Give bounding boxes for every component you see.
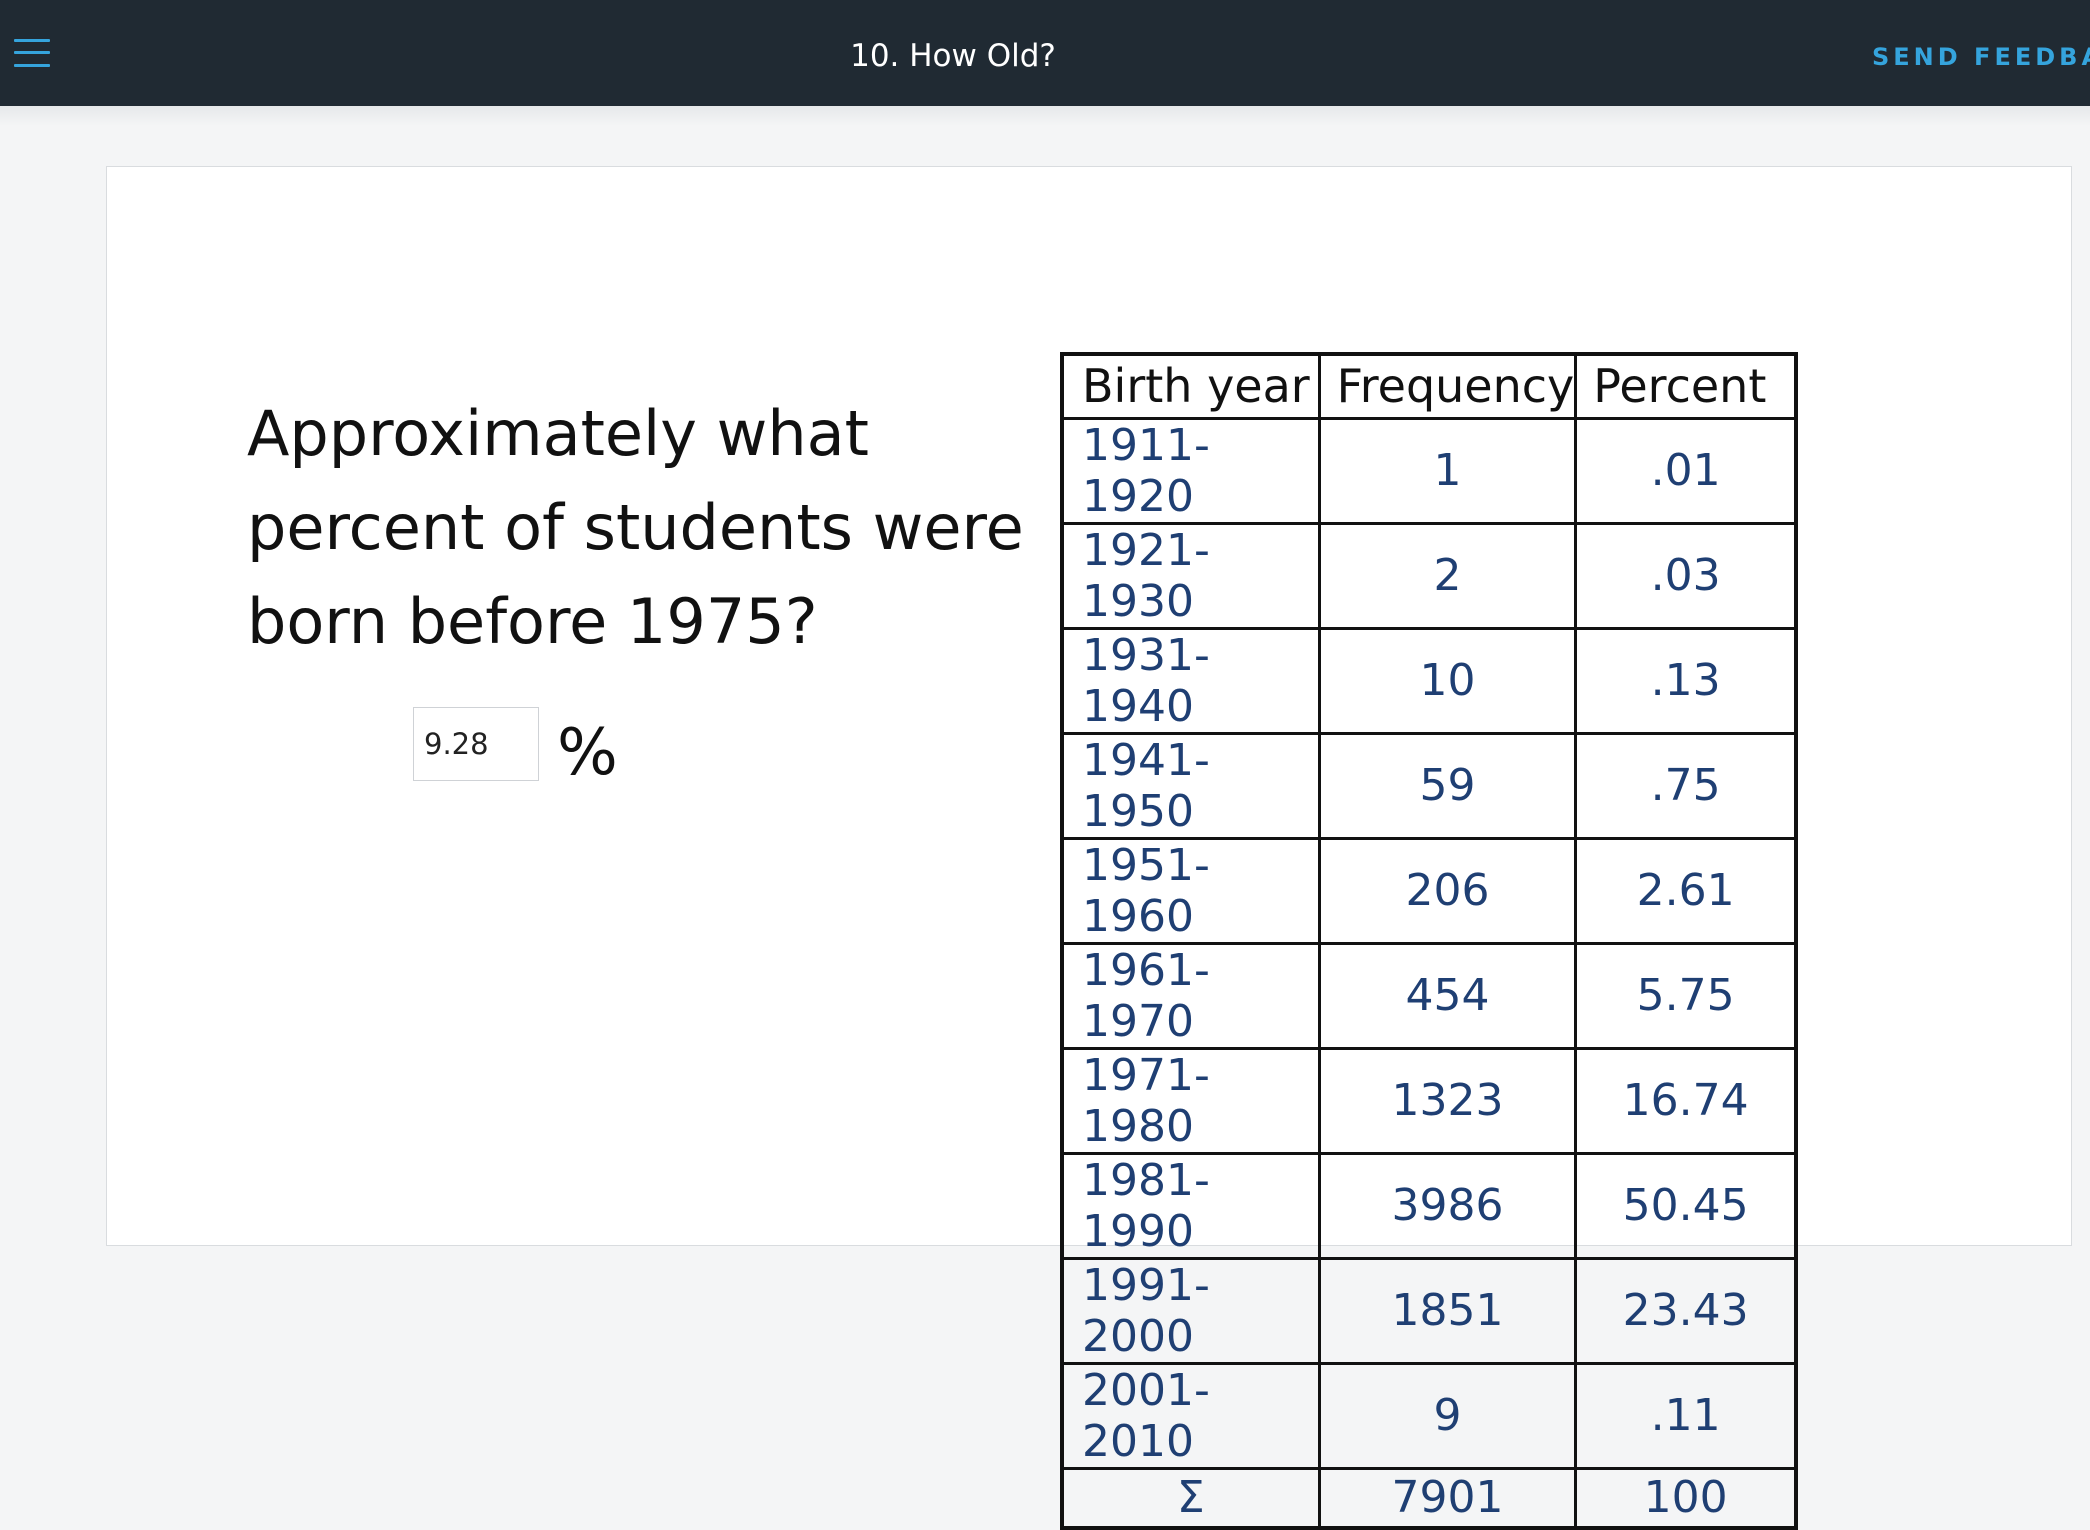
table-row: 1951-1960 206 2.61 (1060, 836, 1798, 945)
cell-year: 1961-1970 (1060, 941, 1321, 1050)
table-header-row: Birth year Frequency Percent (1060, 352, 1798, 420)
header-percent: Percent (1574, 352, 1798, 420)
percent-unit: % (557, 716, 618, 790)
top-bar: 10. How Old? SEND FEEDBAC (0, 0, 2090, 106)
cell-year: 1951-1960 (1060, 836, 1321, 945)
cell-frequency: 454 (1317, 941, 1578, 1050)
cell-percent: .13 (1574, 626, 1798, 735)
cell-year: 1981-1990 (1060, 1151, 1321, 1260)
table-row: 1981-1990 3986 50.45 (1060, 1151, 1798, 1260)
cell-percent: .01 (1574, 416, 1798, 525)
cell-frequency: 59 (1317, 731, 1578, 840)
cell-frequency: 2 (1317, 521, 1578, 630)
question-text: Approximately what percent of students w… (247, 397, 1024, 658)
cell-percent: 23.43 (1574, 1256, 1798, 1365)
cell-year: 1911-1920 (1060, 416, 1321, 525)
cell-year: 1991-2000 (1060, 1256, 1321, 1365)
total-percent: 100 (1574, 1466, 1798, 1529)
cell-year: 1931-1940 (1060, 626, 1321, 735)
table-row: 1961-1970 454 5.75 (1060, 941, 1798, 1050)
table-row: 2001-2010 9 .11 (1060, 1361, 1798, 1470)
answer-input[interactable] (413, 707, 539, 781)
cell-frequency: 10 (1317, 626, 1578, 735)
cell-year: 2001-2010 (1060, 1361, 1321, 1470)
page-title: 10. How Old? (850, 38, 1056, 74)
table-row: 1931-1940 10 .13 (1060, 626, 1798, 735)
table-row: 1991-2000 1851 23.43 (1060, 1256, 1798, 1365)
cell-percent: 2.61 (1574, 836, 1798, 945)
cell-frequency: 1323 (1317, 1046, 1578, 1155)
table-row: 1911-1920 1 .01 (1060, 416, 1798, 525)
cell-percent: .11 (1574, 1361, 1798, 1470)
frequency-table: Birth year Frequency Percent 1911-1920 1… (1060, 352, 1798, 1530)
sigma-symbol: Σ (1060, 1466, 1321, 1529)
table-row: 1971-1980 1323 16.74 (1060, 1046, 1798, 1155)
header-shadow (0, 106, 2090, 126)
cell-frequency: 1851 (1317, 1256, 1578, 1365)
cell-frequency: 3986 (1317, 1151, 1578, 1260)
hamburger-menu-icon[interactable] (14, 37, 50, 69)
total-frequency: 7901 (1317, 1466, 1578, 1529)
table-row: 1921-1930 2 .03 (1060, 521, 1798, 630)
cell-percent: 50.45 (1574, 1151, 1798, 1260)
header-birth-year: Birth year (1060, 352, 1321, 420)
send-feedback-link[interactable]: SEND FEEDBAC (1872, 43, 2090, 71)
cell-year: 1941-1950 (1060, 731, 1321, 840)
question-card: Approximately what percent of students w… (106, 166, 2072, 1530)
cell-percent: .03 (1574, 521, 1798, 630)
header-frequency: Frequency (1317, 352, 1578, 420)
cell-percent: 16.74 (1574, 1046, 1798, 1155)
cell-year: 1971-1980 (1060, 1046, 1321, 1155)
cell-percent: 5.75 (1574, 941, 1798, 1050)
cell-frequency: 206 (1317, 836, 1578, 945)
cell-frequency: 9 (1317, 1361, 1578, 1470)
cell-year: 1921-1930 (1060, 521, 1321, 630)
cell-frequency: 1 (1317, 416, 1578, 525)
cell-percent: .75 (1574, 731, 1798, 840)
table-row: 1941-1950 59 .75 (1060, 731, 1798, 840)
table-total-row: Σ 7901 100 (1060, 1466, 1798, 1529)
